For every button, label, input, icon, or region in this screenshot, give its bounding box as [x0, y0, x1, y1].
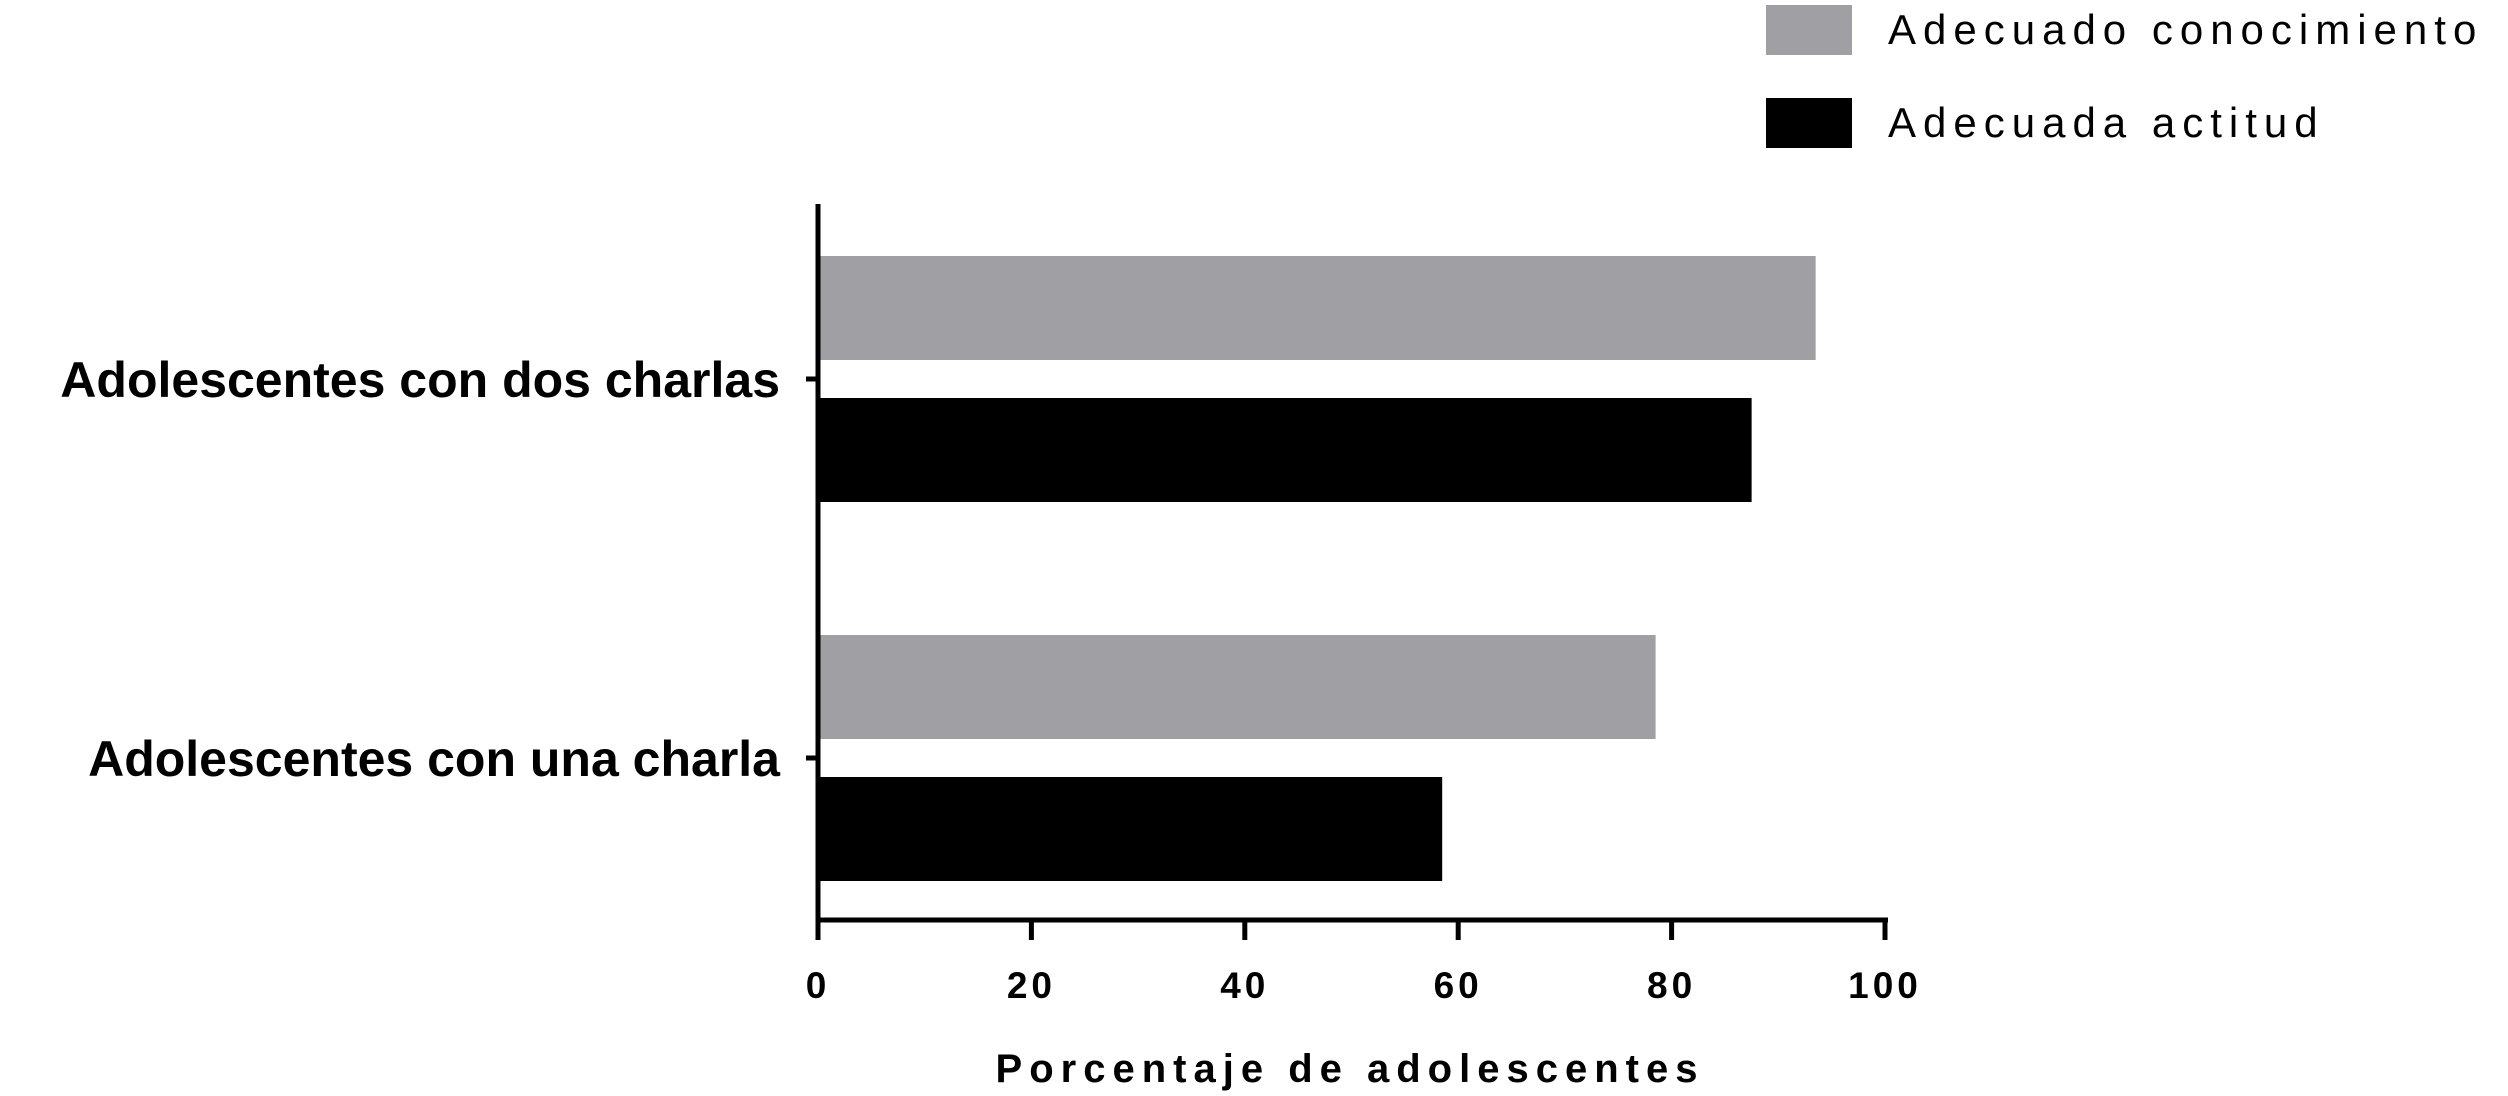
legend: Adecuado conocimiento Adecuada actitud [1766, 5, 2483, 148]
category-label: Adolescentes con una charla [88, 731, 781, 787]
x-tick-label: 60 [1434, 965, 1483, 1006]
category-label: Adolescentes con dos charlas [60, 352, 780, 408]
x-axis-title: Porcentaje de adolescentes [996, 1047, 1705, 1091]
legend-swatch [1766, 5, 1852, 55]
legend-swatch [1766, 98, 1852, 148]
category-labels: Adolescentes con dos charlas Adolescentes… [60, 352, 781, 787]
legend-label: Adecuado conocimiento [1888, 6, 2483, 53]
x-tick-label: 40 [1220, 965, 1269, 1006]
x-tick-label: 0 [806, 965, 831, 1006]
bar-1-series-1 [818, 256, 1816, 360]
bar-1-series-2 [818, 398, 1752, 502]
axes [806, 204, 1888, 923]
legend-label: Adecuada actitud [1888, 99, 2325, 146]
x-tick-label: 100 [1848, 965, 1922, 1006]
bars [818, 256, 1816, 881]
bar-2-series-2 [818, 777, 1443, 881]
bar-2-series-1 [818, 635, 1656, 739]
x-ticks: 0 20 40 60 80 100 [806, 918, 1922, 1006]
x-tick-label: 80 [1647, 965, 1696, 1006]
x-tick-label: 20 [1007, 965, 1056, 1006]
